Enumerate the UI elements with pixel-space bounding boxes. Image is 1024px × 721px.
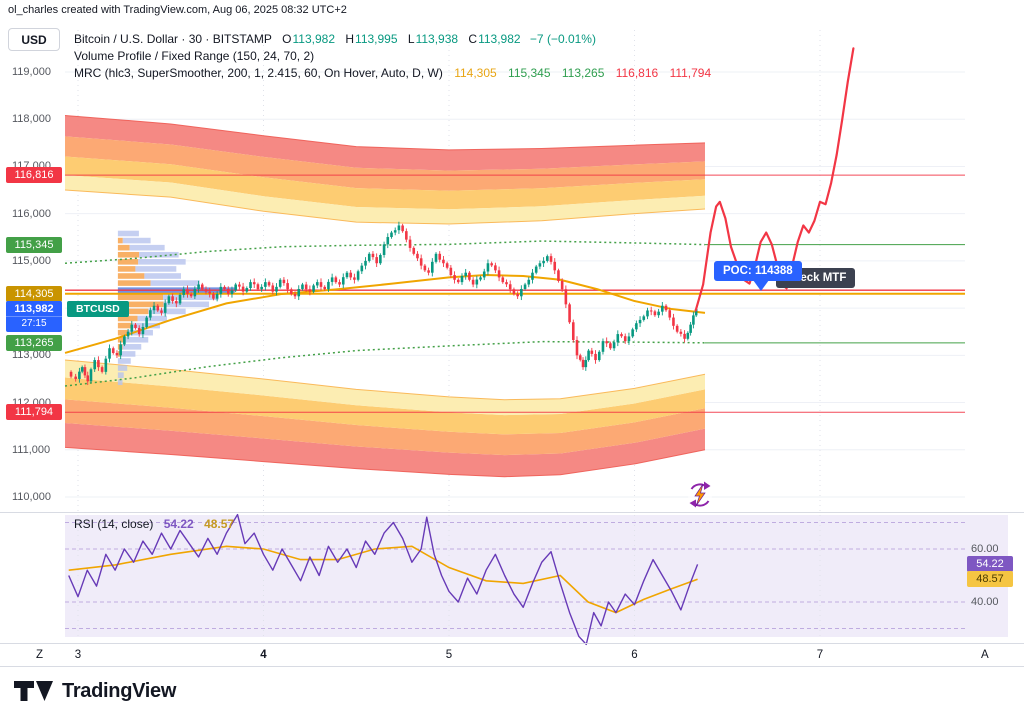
mrc-bands — [64, 114, 706, 478]
high-value: 113,995 — [355, 32, 398, 46]
level-price-badge: 115,345 — [6, 236, 62, 253]
price-tick-label: 118,000 — [12, 113, 51, 126]
mrc-r1-value: 115,345 — [508, 66, 551, 80]
level-price-badge: 114,305 — [6, 285, 62, 302]
pane-separators — [0, 512, 1024, 667]
rsi-ma-value: 48.57 — [204, 517, 235, 531]
open-label: O — [282, 32, 292, 46]
rsi-pane-background — [65, 515, 1008, 637]
symbol-badge: BTCUSD — [67, 300, 129, 317]
currency-toggle-button[interactable]: USD — [8, 28, 60, 51]
open-value: 113,982 — [292, 32, 336, 46]
high-label: H — [345, 32, 355, 46]
price-tick-label: 119,000 — [12, 66, 51, 78]
tradingview-logo[interactable]: TradingView — [14, 678, 176, 704]
close-label: C — [468, 32, 478, 46]
mrc-pivot-value: 114,305 — [454, 66, 497, 80]
legend-symbol-row[interactable]: Bitcoin / U.S. Dollar · 30 · BITSTAMP O1… — [74, 31, 711, 48]
axis-right-corner: A — [981, 649, 989, 661]
mrc-s2-value: 111,794 — [669, 66, 712, 80]
time-axis-label: 7 — [816, 649, 824, 661]
rsi-pane — [65, 513, 965, 646]
rsi-value-badge: 48.57 — [967, 571, 1013, 588]
poc-tooltip: POC: 114388 — [714, 261, 802, 281]
time-axis-label: 5 — [445, 649, 453, 661]
replay-sync-icon[interactable] — [688, 481, 712, 508]
last-price-badge: 113,982 27:15 — [6, 300, 62, 332]
time-axis-label: 3 — [74, 649, 82, 661]
level-price-badge: 116,816 — [6, 167, 62, 184]
price-tick-label: 110,000 — [12, 490, 51, 503]
change-value: −7 (−0.01%) — [529, 32, 596, 46]
rsi-level-label: 40.00 — [971, 596, 999, 608]
chart-legend: Bitcoin / U.S. Dollar · 30 · BITSTAMP O1… — [74, 31, 711, 82]
price-tick-label: 116,000 — [12, 207, 51, 220]
rsi-legend[interactable]: RSI (14, close) 54.22 48.57 — [74, 517, 234, 531]
price-tick-label: 111,000 — [12, 443, 51, 456]
rsi-level-label: 60.00 — [971, 543, 999, 555]
level-price-badge: 113,265 — [6, 334, 62, 351]
supersmoother-ma-line — [64, 274, 706, 354]
rsi-value: 54.22 — [163, 517, 194, 531]
low-label: L — [407, 32, 415, 46]
low-value: 113,938 — [415, 32, 459, 46]
symbol-title: Bitcoin / U.S. Dollar · 30 · BITSTAMP — [74, 32, 272, 46]
mrc-s1-value: 113,265 — [561, 66, 605, 80]
mrc-indicator-title: MRC (hlc3, SuperSmoother, 200, 1, 2.415,… — [74, 66, 443, 80]
level-price-badge: 111,794 — [6, 404, 62, 421]
legend-mrc-row[interactable]: MRC (hlc3, SuperSmoother, 200, 1, 2.415,… — [74, 65, 711, 82]
candles-layer — [69, 221, 698, 386]
price-tick-label: 115,000 — [12, 254, 51, 267]
time-axis-label: 4 — [260, 649, 267, 661]
volume-profile-indicator-title: Volume Profile / Fixed Range (150, 24, 7… — [74, 49, 315, 63]
mrc-r2-value: 116,816 — [615, 66, 659, 80]
tradingview-logo-mark — [14, 681, 53, 701]
price-tick-label: 113,000 — [12, 349, 51, 362]
credit-text: ol_charles created with TradingView.com,… — [8, 4, 347, 16]
brand-name: TradingView — [62, 679, 177, 702]
rsi-value-badge: 54.22 — [967, 556, 1013, 573]
rsi-title: RSI (14, close) — [74, 517, 154, 531]
legend-volume-profile-row[interactable]: Volume Profile / Fixed Range (150, 24, 7… — [74, 48, 711, 65]
close-value: 113,982 — [478, 32, 521, 46]
axis-left-corner: Z — [36, 649, 44, 661]
poc-tooltip-pointer — [753, 280, 769, 291]
bar-countdown: 27:15 — [6, 315, 62, 332]
time-axis-label: 6 — [631, 649, 638, 661]
